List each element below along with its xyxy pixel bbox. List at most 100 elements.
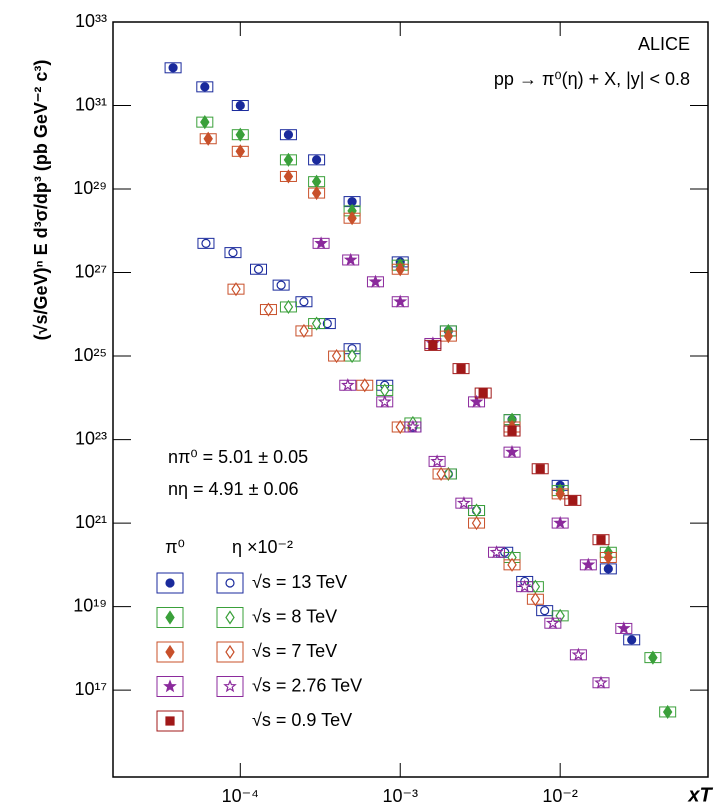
marker bbox=[603, 550, 614, 565]
marker bbox=[283, 152, 294, 167]
data-point bbox=[659, 704, 677, 720]
data-point bbox=[308, 185, 326, 201]
data-point bbox=[231, 144, 249, 159]
syst-box bbox=[592, 534, 610, 546]
marker bbox=[368, 274, 383, 288]
syst-box bbox=[452, 363, 470, 375]
marker bbox=[231, 282, 241, 297]
data-point bbox=[474, 387, 492, 399]
marker bbox=[235, 127, 246, 142]
marker bbox=[311, 185, 322, 201]
marker bbox=[594, 675, 608, 689]
data-point bbox=[197, 237, 215, 249]
marker bbox=[507, 557, 517, 572]
data-point bbox=[503, 444, 521, 459]
data-point bbox=[199, 131, 217, 146]
x-tick-label: 10⁻³ bbox=[382, 786, 418, 806]
syst-box bbox=[503, 425, 521, 437]
marker bbox=[299, 323, 309, 338]
data-point bbox=[308, 154, 326, 166]
data-point bbox=[503, 557, 521, 572]
marker bbox=[555, 608, 565, 623]
data-point bbox=[231, 100, 249, 112]
data-point bbox=[227, 282, 245, 297]
marker bbox=[203, 131, 213, 146]
marker bbox=[163, 679, 177, 693]
data-point bbox=[376, 394, 394, 408]
legend-header: η ×10⁻² bbox=[232, 537, 293, 557]
y-tick-label: 10¹⁹ bbox=[73, 595, 107, 615]
data-point bbox=[468, 515, 486, 531]
data-point bbox=[196, 115, 214, 130]
annotation: nπ⁰ = 5.01 ± 0.05 bbox=[168, 447, 308, 467]
data-point bbox=[295, 296, 313, 308]
y-tick-label: 10²⁹ bbox=[73, 178, 107, 198]
marker bbox=[377, 394, 392, 408]
data-point bbox=[623, 634, 641, 646]
chart-title: ALICE bbox=[638, 34, 690, 54]
data-point bbox=[424, 339, 442, 351]
chart-subtitle: pp → π⁰(η) + X, |y| < 0.8 bbox=[494, 69, 690, 89]
data-point bbox=[439, 329, 457, 344]
legend-label: √s = 8 TeV bbox=[252, 606, 337, 626]
data-point bbox=[339, 377, 357, 392]
marker bbox=[340, 377, 355, 392]
data-point bbox=[328, 348, 346, 364]
data-point bbox=[599, 550, 617, 565]
marker bbox=[395, 262, 405, 277]
marker bbox=[456, 495, 471, 509]
marker bbox=[322, 318, 332, 329]
data-point bbox=[551, 486, 569, 501]
marker bbox=[553, 515, 568, 529]
y-axis-label: (√s/GeV)ⁿ E d³σ/dp³ (pb GeV⁻² c³) bbox=[31, 60, 51, 341]
data-point bbox=[592, 675, 610, 689]
data-point bbox=[644, 650, 662, 665]
legend-box bbox=[156, 710, 184, 732]
syst-box bbox=[224, 247, 242, 259]
marker bbox=[228, 248, 238, 258]
legend-box bbox=[216, 641, 244, 663]
marker bbox=[360, 378, 370, 393]
data-point bbox=[295, 323, 313, 338]
marker bbox=[443, 329, 454, 344]
x-axis-label: xT bbox=[687, 784, 713, 806]
marker bbox=[331, 348, 342, 364]
data-point bbox=[428, 454, 446, 468]
data-point bbox=[231, 127, 249, 142]
marker bbox=[517, 579, 532, 593]
data-point bbox=[272, 279, 290, 291]
legend-label: √s = 13 TeV bbox=[252, 572, 347, 592]
data-point bbox=[279, 129, 297, 141]
marker bbox=[395, 419, 405, 435]
data-point bbox=[551, 515, 569, 529]
marker bbox=[530, 592, 541, 607]
marker bbox=[235, 100, 245, 111]
syst-box bbox=[272, 279, 290, 291]
legend-box bbox=[216, 572, 244, 594]
marker bbox=[627, 635, 637, 645]
marker bbox=[662, 704, 673, 720]
marker bbox=[235, 144, 246, 159]
y-tick-label: 10²¹ bbox=[75, 512, 107, 532]
data-point bbox=[356, 378, 374, 393]
data-point bbox=[488, 545, 506, 559]
legend-box bbox=[156, 641, 184, 663]
x-tick-label: 10⁻² bbox=[542, 786, 578, 806]
data-point bbox=[308, 316, 326, 331]
syst-box bbox=[164, 62, 182, 74]
marker bbox=[507, 426, 517, 436]
y-tick-label: 10²³ bbox=[75, 428, 107, 448]
marker bbox=[571, 647, 586, 661]
syst-box bbox=[231, 100, 249, 112]
marker bbox=[283, 130, 294, 140]
annotation: nη = 4.91 ± 0.06 bbox=[168, 479, 298, 499]
marker bbox=[489, 545, 504, 559]
marker bbox=[456, 364, 466, 374]
syst-box bbox=[196, 81, 214, 93]
syst-box bbox=[564, 494, 582, 506]
data-point bbox=[308, 174, 326, 189]
marker bbox=[200, 82, 210, 92]
data-point bbox=[615, 621, 633, 635]
marker bbox=[616, 621, 631, 635]
